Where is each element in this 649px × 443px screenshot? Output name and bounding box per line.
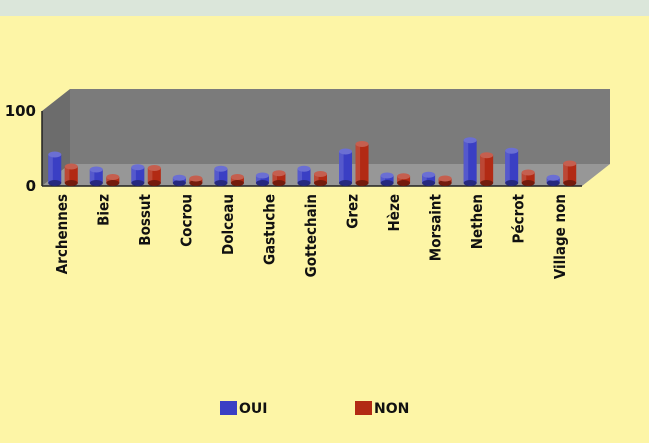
- x-category-label: Village non: [551, 194, 569, 279]
- y-tick-label: 100: [5, 102, 36, 120]
- bar-oui-12: [546, 174, 560, 186]
- bar-oui-7: [339, 148, 353, 186]
- bar-oui-1: [89, 166, 103, 186]
- bar-non-9: [438, 175, 452, 186]
- x-category-label: Gottechain: [302, 194, 320, 277]
- bar-non-3: [189, 175, 203, 186]
- bar-oui-5: [255, 172, 269, 186]
- bar-non-8: [397, 173, 411, 186]
- x-category-label: Cocrou: [177, 194, 195, 247]
- bar-oui-6: [297, 165, 311, 186]
- bar-oui-0: [48, 151, 62, 186]
- x-category-label: Bossut: [136, 193, 154, 245]
- x-category-label: Dolceau: [219, 194, 237, 255]
- bar-oui-9: [422, 171, 436, 186]
- legend-label-oui: OUI: [239, 401, 267, 417]
- x-category-label: Nethen: [468, 194, 486, 249]
- bar-non-12: [563, 160, 577, 186]
- bar-non-0: [64, 163, 78, 186]
- bars-group: [48, 137, 577, 186]
- x-category-label: Pécrot: [510, 193, 528, 243]
- x-category-label: Biez: [94, 194, 112, 226]
- x-category-label: Gastuche: [260, 194, 278, 265]
- x-category-label: Hèze: [385, 194, 403, 231]
- bar-oui-4: [214, 165, 228, 186]
- axis-labels: 0 100 Archennes Biez Bossut Cocrou Dolceau Gast…: [5, 102, 570, 279]
- bar-non-1: [106, 174, 120, 186]
- x-category-label: Archennes: [53, 194, 71, 274]
- bar-non-4: [230, 174, 244, 186]
- bar-non-11: [521, 169, 535, 186]
- bar-oui-11: [505, 147, 519, 186]
- y-tick-label: 0: [26, 177, 36, 195]
- legend-label-non: NON: [374, 401, 409, 417]
- bar-non-5: [272, 170, 286, 186]
- legend: OUI NON: [220, 401, 409, 417]
- x-category-label: Morsaint: [427, 193, 445, 261]
- bar-oui-8: [380, 172, 394, 186]
- bar-oui-2: [131, 164, 145, 186]
- bar-non-10: [480, 152, 494, 186]
- legend-swatch-non: [355, 401, 372, 415]
- bar-non-6: [314, 171, 327, 186]
- bar-non-7: [355, 141, 369, 186]
- bar-oui-3: [172, 174, 186, 186]
- top-band: [0, 0, 649, 16]
- legend-swatch-oui: [220, 401, 237, 415]
- bar-non-2: [147, 165, 161, 186]
- x-category-label: Grez: [344, 194, 362, 229]
- bar-oui-10: [463, 137, 477, 186]
